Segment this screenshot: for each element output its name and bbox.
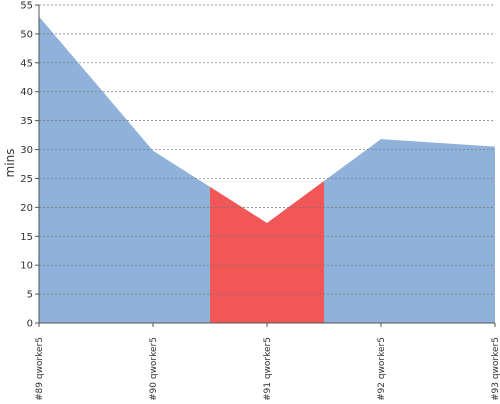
area-segment <box>39 16 96 324</box>
area-segment <box>96 83 210 324</box>
y-tick-label: 45 <box>20 58 33 69</box>
x-tick-label: #89 qworker5 <box>35 337 45 400</box>
area-segment <box>324 139 438 323</box>
y-tick-label: 5 <box>27 290 33 301</box>
y-tick-label: 20 <box>20 203 33 214</box>
y-axis-label: mins <box>3 149 17 178</box>
y-tick-label: 35 <box>20 116 33 127</box>
y-tick-label: 0 <box>27 319 33 330</box>
y-tick-label: 40 <box>20 87 33 98</box>
x-tick-label: #91 qworker5 <box>263 337 273 400</box>
x-tick-label: #92 qworker5 <box>377 337 387 400</box>
y-tick-label: 15 <box>20 232 33 243</box>
x-tick-label: #93 qworker5 <box>491 337 500 400</box>
y-tick-label: 25 <box>20 174 33 185</box>
y-tick-label: 30 <box>20 145 33 156</box>
x-tick-label: #90 qworker5 <box>149 337 159 400</box>
area-segment <box>438 142 495 323</box>
y-tick-label: 10 <box>20 261 33 272</box>
area-segment <box>210 181 324 323</box>
y-tick-label: 50 <box>20 29 33 40</box>
y-tick-label: 55 <box>20 1 33 12</box>
